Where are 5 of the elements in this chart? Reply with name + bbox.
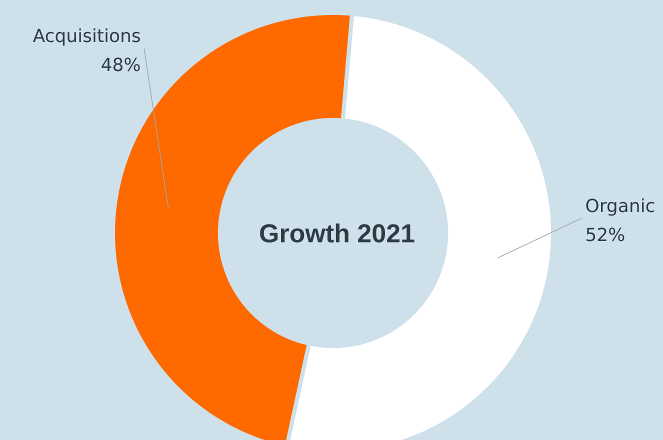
data-label: 48% <box>102 58 140 72</box>
text: Growth 2021 <box>260 223 414 243</box>
data-label: 52% <box>586 228 624 242</box>
slice-label: Acquisitions <box>32 28 140 46</box>
slice-label: Organic <box>586 198 654 216</box>
